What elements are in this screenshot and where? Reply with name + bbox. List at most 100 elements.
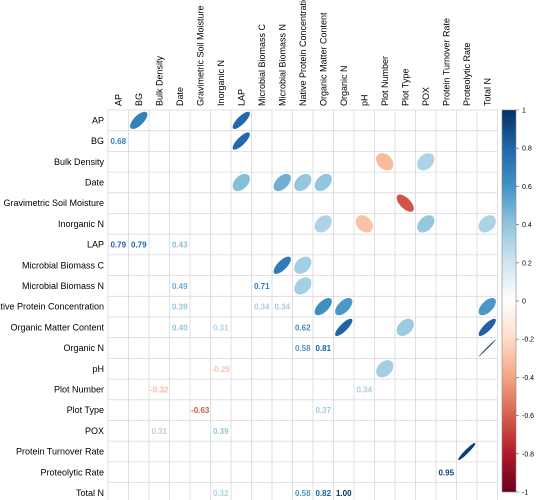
row-label-microbial-biomass-c: Microbial Biomass C bbox=[22, 260, 105, 270]
correlation-ellipses bbox=[130, 111, 496, 461]
colorbar-tick-label: -0.6 bbox=[522, 413, 534, 420]
ellipse-native-protein-concentration-organic-matter-content bbox=[314, 298, 332, 316]
colorbar-tick-label: 0.8 bbox=[522, 146, 532, 153]
ellipse-ap-lap bbox=[232, 111, 250, 129]
column-label-inorganic-n: Inorganic N bbox=[216, 60, 226, 106]
value-pox-inorganic-n: 0.39 bbox=[213, 427, 229, 436]
value-organic-n-organic-matter-content: 0.81 bbox=[315, 344, 331, 353]
row-label-total-n: Total N bbox=[76, 488, 104, 498]
column-label-proteolytic-rate: Proteolytic Rate bbox=[462, 42, 472, 106]
ellipse-microbial-biomass-c-native-protein-concentration bbox=[294, 256, 312, 274]
value-plot-type-gravimetric-soil-moisture: -0.63 bbox=[191, 406, 210, 415]
row-label-date: Date bbox=[85, 177, 104, 187]
column-label-ph: pH bbox=[359, 94, 369, 106]
row-label-organic-matter-content: Organic Matter Content bbox=[10, 322, 104, 332]
value-native-protein-concentration-date: 0.39 bbox=[172, 303, 188, 312]
value-total-n-organic-matter-content: 0.82 bbox=[315, 489, 331, 498]
ellipse-protein-turnover-rate-proteolytic-rate bbox=[458, 442, 476, 461]
row-label-native-protein-concentration: Native Protein Concentration bbox=[0, 302, 104, 312]
ellipse-organic-n-total-n bbox=[478, 339, 496, 357]
row-label-bg: BG bbox=[91, 136, 104, 146]
ellipse-inorganic-n-pox bbox=[417, 215, 435, 233]
row-label-inorganic-n: Inorganic N bbox=[58, 219, 104, 229]
value-organic-n-native-protein-concentration: 0.58 bbox=[295, 344, 311, 353]
value-total-n-native-protein-concentration: 0.58 bbox=[295, 489, 311, 498]
ellipse-bulk-density-plot-number bbox=[376, 153, 394, 171]
colorbar-tick-label: 1 bbox=[522, 108, 526, 115]
value-ph-inorganic-n: -0.29 bbox=[212, 365, 231, 374]
ellipse-organic-matter-content-plot-type bbox=[396, 318, 414, 336]
row-label-ph: pH bbox=[92, 364, 104, 374]
ellipse-native-protein-concentration-organic-n bbox=[335, 298, 353, 316]
row-label-gravimetric-soil-moisture: Gravimetric Soil Moisture bbox=[3, 198, 104, 208]
column-label-ap: AP bbox=[113, 94, 123, 106]
ellipse-ph-plot-number bbox=[376, 360, 394, 378]
ellipse-microbial-biomass-c-microbial-biomass-n bbox=[273, 256, 291, 274]
row-label-pox: POX bbox=[85, 426, 104, 436]
value-total-n-organic-n: 1.00 bbox=[336, 489, 352, 498]
value-lap-bg: 0.79 bbox=[131, 241, 147, 250]
value-microbial-biomass-n-date: 0.49 bbox=[172, 282, 188, 291]
row-label-organic-n: Organic N bbox=[63, 343, 104, 353]
value-plot-number-bulk-density: -0.32 bbox=[150, 385, 169, 394]
value-bg-ap: 0.68 bbox=[110, 137, 126, 146]
column-label-organic-n: Organic N bbox=[339, 65, 349, 106]
row-label-bulk-density: Bulk Density bbox=[54, 157, 105, 167]
correlation-values: 0.68 0.79 0.79 0.43 0.49 0.71 0.39 0.34 0.34 0.40… bbox=[110, 137, 454, 498]
value-lap-ap: 0.79 bbox=[110, 241, 126, 250]
ellipse-date-lap bbox=[232, 173, 250, 192]
colorbar-tick-label: -0.2 bbox=[522, 337, 534, 344]
ellipse-inorganic-n-total-n bbox=[478, 215, 496, 233]
ellipse-date-native-protein-concentration bbox=[294, 173, 312, 192]
value-microbial-biomass-n-microbial-biomass-c: 0.71 bbox=[254, 282, 270, 291]
colorbar-tick-label: -0.8 bbox=[522, 451, 534, 458]
column-labels: AP BG Bulk Density Date Gravimetric Soil Moi… bbox=[113, 0, 492, 106]
column-label-microbial-biomass-n: Microbial Biomass N bbox=[277, 24, 287, 106]
ellipse-ap-bg bbox=[130, 111, 148, 129]
ellipse-bg-lap bbox=[232, 132, 250, 150]
value-organic-matter-content-date: 0.40 bbox=[172, 323, 188, 332]
column-label-bg: BG bbox=[134, 93, 144, 106]
value-organic-matter-content-native-protein-concentration: 0.62 bbox=[295, 323, 311, 332]
ellipse-native-protein-concentration-total-n bbox=[478, 298, 496, 316]
column-label-date: Date bbox=[175, 87, 185, 106]
ellipse-date-organic-matter-content bbox=[314, 173, 332, 192]
column-label-protein-turnover-rate: Protein Turnover Rate bbox=[441, 18, 451, 106]
column-label-gravimetric-soil-moisture: Gravimetric Soil Moisture bbox=[195, 5, 205, 106]
value-native-protein-concentration-microbial-biomass-c: 0.34 bbox=[254, 303, 270, 312]
row-label-plot-type: Plot Type bbox=[67, 405, 104, 415]
value-native-protein-concentration-microbial-biomass-n: 0.34 bbox=[274, 303, 290, 312]
colorbar-tick-label: -0.4 bbox=[522, 375, 534, 382]
column-label-organic-matter-content: Organic Matter Content bbox=[318, 12, 328, 106]
ellipse-microbial-biomass-n-native-protein-concentration bbox=[294, 277, 312, 295]
value-total-n-inorganic-n: 0.32 bbox=[213, 489, 229, 498]
colorbar-tick-label: 0.2 bbox=[522, 260, 532, 267]
colorbar-ticks: 1 0.8 0.6 0.4 0.2 0 -0.2 -0.4 -0.6 -0.8 -1 bbox=[516, 108, 534, 497]
value-plot-type-organic-matter-content: 0.37 bbox=[315, 406, 331, 415]
ellipse-inorganic-n-ph bbox=[355, 215, 373, 233]
ellipse-bulk-density-pox bbox=[417, 153, 435, 171]
value-organic-matter-content-inorganic-n: 0.31 bbox=[213, 323, 229, 332]
row-label-proteolytic-rate: Proteolytic Rate bbox=[40, 467, 104, 477]
row-label-ap: AP bbox=[92, 115, 104, 125]
value-proteolytic-rate-protein-turnover-rate: 0.95 bbox=[438, 468, 454, 477]
colorbar-tick-label: 0.4 bbox=[522, 222, 532, 229]
column-label-native-protein-concentration: Native Protein Concentration bbox=[298, 0, 308, 106]
ellipse-organic-matter-content-total-n bbox=[478, 318, 496, 336]
row-label-protein-turnover-rate: Protein Turnover Rate bbox=[16, 447, 104, 457]
colorbar-tick-label: 0.6 bbox=[522, 184, 532, 191]
ellipse-date-microbial-biomass-n bbox=[273, 173, 291, 192]
colorbar-tick-label: -1 bbox=[522, 490, 528, 497]
colorbar bbox=[501, 109, 517, 493]
column-label-microbial-biomass-c: Microbial Biomass C bbox=[257, 23, 267, 106]
ellipse-gravimetric-soil-moisture-plot-type bbox=[396, 194, 414, 212]
row-labels: AP BG Bulk Density Date Gravimetric Soil Moi… bbox=[0, 115, 104, 498]
column-label-lap: LAP bbox=[236, 89, 246, 106]
column-label-total-n: Total N bbox=[482, 78, 492, 106]
value-lap-date: 0.43 bbox=[172, 241, 188, 250]
ellipse-organic-matter-content-organic-n bbox=[335, 318, 353, 336]
column-label-bulk-density: Bulk Density bbox=[154, 55, 164, 106]
colorbar-tick-label: 0 bbox=[522, 299, 526, 306]
